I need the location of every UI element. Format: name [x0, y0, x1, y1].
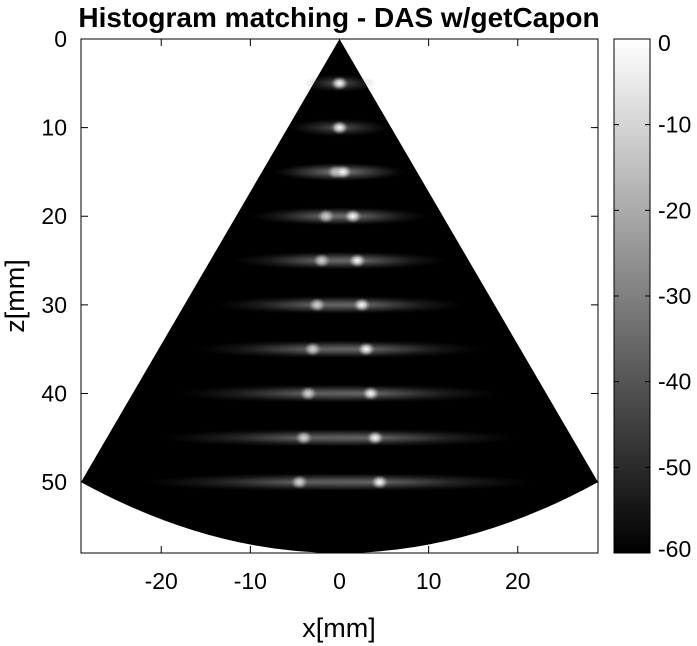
y-tick-label: 30: [41, 292, 67, 318]
point-target: [361, 386, 380, 401]
chart-title: Histogram matching - DAS w/getCapon: [78, 2, 599, 33]
y-axis-label: z[mm]: [0, 259, 30, 333]
image-sector: [81, 39, 598, 553]
point-target: [352, 297, 371, 312]
colorbar-tick-label: -60: [658, 536, 691, 562]
plot-area: [81, 39, 598, 553]
point-target: [330, 76, 349, 91]
point-target: [348, 253, 367, 268]
y-tick-label: 50: [41, 469, 67, 495]
colorbar-tick-label: -50: [658, 454, 691, 480]
x-axis-label: x[mm]: [302, 613, 376, 643]
colorbar: 0 -10 -20 -30 -40 -50 -60: [613, 30, 691, 562]
y-tick-label: 20: [41, 203, 67, 229]
x-tick-label: 20: [505, 568, 531, 594]
x-tick-label: -10: [234, 568, 267, 594]
x-tick-label: 0: [333, 568, 346, 594]
point-target: [366, 430, 385, 445]
colorbar-ticks: 0 -10 -20 -30 -40 -50 -60: [614, 30, 691, 562]
point-target: [370, 475, 389, 490]
colorbar-tick-label: -10: [658, 112, 691, 138]
y-tick-label: 40: [41, 380, 67, 406]
colorbar-tick-label: -40: [658, 369, 691, 395]
colorbar-tick-label: -30: [658, 283, 691, 309]
colorbar-gradient: [613, 38, 651, 554]
axes: -20 -10 0 10 20 0 10 20 30 40 50: [41, 26, 599, 594]
y-tick-label: 10: [41, 115, 67, 141]
colorbar-tick-label: -20: [658, 197, 691, 223]
x-tick-label: 10: [416, 568, 442, 594]
ultrasound-image: [81, 39, 598, 553]
point-target: [357, 342, 376, 357]
point-target: [334, 164, 353, 179]
point-target: [330, 120, 349, 135]
x-tick-label: -20: [145, 568, 178, 594]
colorbar-tick-label: 0: [658, 30, 671, 56]
point-target: [343, 209, 362, 224]
y-tick-label: 0: [54, 26, 67, 52]
